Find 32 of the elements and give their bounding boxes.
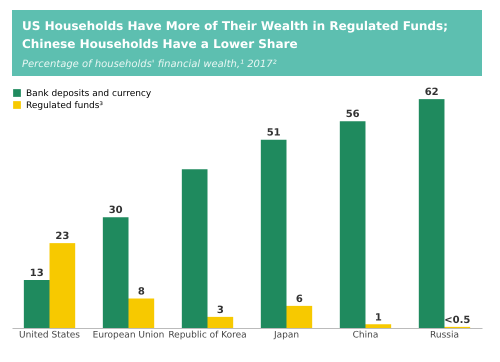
data-label: 3: [216, 304, 224, 316]
chart-subtitle: Percentage of households' financial wealth,¹ 2017²: [22, 59, 277, 70]
x-tick-label: Republic of Korea: [168, 330, 247, 340]
bar: [260, 140, 286, 328]
data-label: 6: [296, 294, 303, 305]
bar: [286, 306, 312, 328]
chart-title: US Households Have More of Their Wealth in Regulated Funds; Chinese Households Have a Lower Share: [22, 19, 448, 51]
data-label: 56: [346, 109, 360, 120]
bar: [128, 298, 154, 328]
data-label: 1: [374, 312, 382, 324]
x-tick-label: European Union: [92, 330, 164, 340]
legend-label: Bank deposits and currency: [26, 89, 152, 99]
legend-label: Regulated funds³: [26, 101, 104, 111]
x-tick-label: Russia: [430, 330, 459, 340]
bar: [418, 99, 444, 328]
bar: [50, 243, 76, 328]
data-label: 62: [424, 87, 439, 98]
x-tick-label: China: [352, 330, 378, 340]
bar: [182, 169, 208, 328]
x-tick-label: United States: [19, 330, 80, 340]
data-label: 30: [108, 205, 123, 216]
x-tick-label: Japan: [272, 330, 300, 340]
bar: [340, 121, 366, 328]
bar: [24, 280, 50, 328]
data-label: <0.5: [444, 314, 470, 326]
bar: [102, 217, 129, 328]
bar: [208, 316, 234, 328]
data-label: 8: [138, 286, 145, 298]
data-label: 51: [266, 128, 281, 139]
data-label: 23: [55, 231, 70, 242]
data-label: 13: [30, 268, 44, 279]
bar: [365, 324, 392, 328]
